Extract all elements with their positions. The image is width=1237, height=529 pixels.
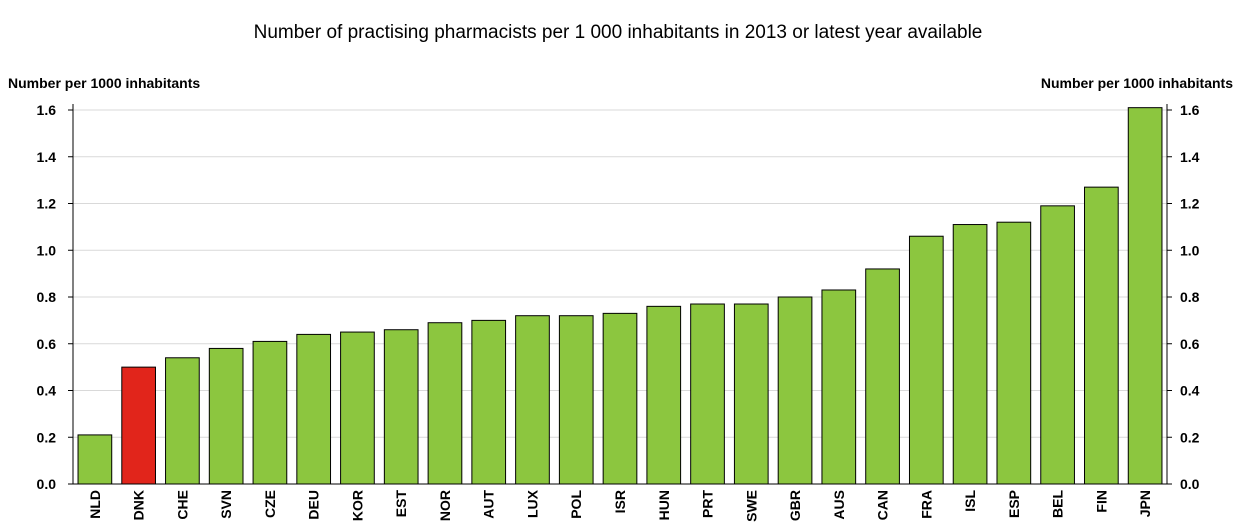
y-tick-label-right: 1.4 [1180, 149, 1200, 165]
bar-swe [733, 303, 769, 485]
tick-labels: 0.0 0.0 0.2 0.2 0.4 0.4 0.6 0.6 0.8 0.8 1.0 1.0 1.2 1… [37, 102, 1200, 522]
x-tick-label: ISR [612, 490, 628, 513]
x-tick-label: NOR [437, 490, 453, 521]
bar-pol [558, 315, 594, 485]
y-tick-label-right: 1.2 [1180, 196, 1200, 212]
bar-nld [77, 434, 113, 485]
bar-aut [471, 319, 507, 485]
y-tick-label-left: 1.4 [37, 149, 57, 165]
x-tick-label: ISL [962, 490, 978, 512]
x-tick-label: KOR [349, 490, 365, 521]
x-tick-label: CHE [174, 490, 190, 520]
y-tick-label-right: 0.6 [1180, 336, 1200, 352]
y-tick-label-right: 0.2 [1180, 429, 1200, 445]
bar-aus [821, 289, 857, 485]
y-tick-label-left: 1.2 [37, 196, 57, 212]
y-tick-label-right: 0.4 [1180, 383, 1200, 399]
bar-isl [952, 224, 988, 485]
y-tick-label-right: 0.0 [1180, 476, 1200, 492]
bar-esp [996, 221, 1032, 485]
y-tick-label-left: 0.2 [37, 429, 57, 445]
y-axis-title-right: Number per 1000 inhabitants [1041, 75, 1233, 91]
x-tick-label: DNK [131, 490, 147, 520]
bar-deu [296, 333, 332, 485]
x-tick-label: ESP [1006, 490, 1022, 518]
bar-fra [908, 235, 944, 485]
y-tick-label-right: 1.6 [1180, 102, 1200, 118]
x-tick-label: HUN [656, 490, 672, 520]
x-tick-label: FIN [1093, 490, 1109, 513]
x-tick-label: CZE [262, 490, 278, 518]
bar-isr [602, 312, 638, 485]
bar-can [865, 268, 900, 485]
bar-nor [427, 322, 463, 485]
bar-hun [646, 305, 682, 485]
x-tick-label: SWE [743, 490, 759, 522]
y-tick-label-left: 0.0 [37, 476, 57, 492]
bar-kor [340, 331, 375, 485]
x-tick-label: NLD [87, 490, 103, 519]
bar-est [383, 329, 419, 485]
x-tick-label: JPN [1137, 490, 1153, 517]
bar-cze [252, 340, 288, 485]
x-tick-label: BEL [1050, 490, 1066, 518]
bar-svn [208, 347, 244, 485]
axes [68, 104, 1172, 485]
bar-jpn [1127, 107, 1163, 485]
x-tick-label: GBR [787, 490, 803, 521]
x-tick-label: AUT [481, 490, 497, 519]
bar-gbr [777, 296, 813, 485]
x-tick-label: LUX [524, 489, 540, 518]
y-tick-label-left: 0.4 [37, 383, 57, 399]
x-tick-label: POL [568, 490, 584, 519]
bar-prt [690, 303, 725, 485]
bar-dnk [121, 366, 156, 485]
bars [77, 107, 1163, 485]
y-axis-title-left: Number per 1000 inhabitants [8, 75, 200, 91]
y-tick-label-left: 1.6 [37, 102, 57, 118]
y-tick-label-left: 1.0 [37, 242, 57, 258]
bar-fin [1084, 186, 1119, 485]
bar-bel [1040, 205, 1075, 485]
y-tick-label-right: 0.8 [1180, 289, 1200, 305]
y-tick-label-left: 0.8 [37, 289, 57, 305]
x-tick-label: EST [393, 490, 409, 518]
y-tick-label-right: 1.0 [1180, 242, 1200, 258]
bar-lux [515, 315, 550, 485]
x-tick-label: CAN [875, 490, 891, 520]
x-tick-label: PRT [700, 490, 716, 518]
bar-che [165, 357, 200, 485]
y-tick-label-left: 0.6 [37, 336, 57, 352]
x-tick-label: AUS [831, 490, 847, 520]
x-tick-label: SVN [218, 490, 234, 519]
x-tick-label: DEU [306, 490, 322, 520]
chart-title: Number of practising pharmacists per 1 0… [254, 22, 983, 43]
x-tick-label: FRA [918, 490, 934, 519]
